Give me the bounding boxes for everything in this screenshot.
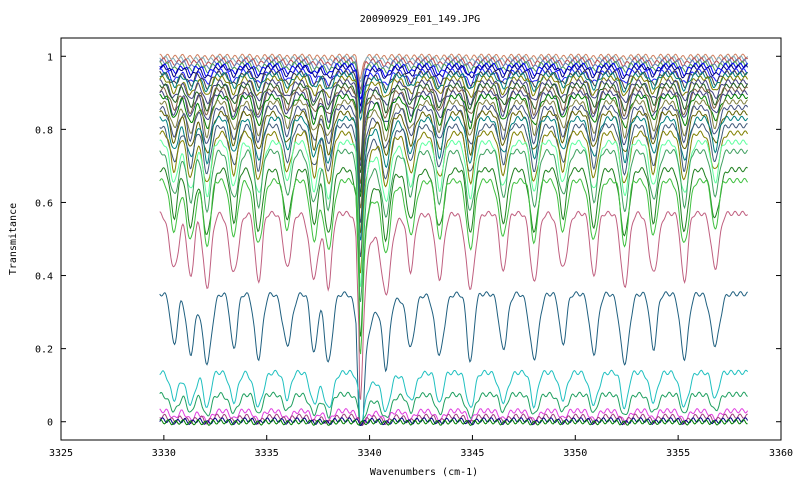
series-line <box>159 104 749 223</box>
x-tick-label: 3325 <box>49 448 73 459</box>
series-line <box>159 115 749 241</box>
x-tick-label: 3345 <box>460 448 484 459</box>
series-line <box>159 86 748 184</box>
series-line <box>159 58 748 94</box>
x-tick-label: 3350 <box>563 448 587 459</box>
series-line <box>159 139 748 287</box>
series-line <box>159 369 748 426</box>
series-line <box>159 71 748 122</box>
series-line <box>159 93 748 198</box>
x-axis-ticks: 3325 3330 3335 3340 3345 3350 3355 3360 <box>49 435 793 459</box>
series-line <box>159 130 749 274</box>
y-tick-label: 0.8 <box>35 125 53 136</box>
chart-title: 20090929_E01_149.JPG <box>360 14 480 25</box>
x-tick-label: 3360 <box>769 448 793 459</box>
x-tick-label: 3330 <box>152 448 176 459</box>
series-line <box>159 210 748 400</box>
y-tick-label: 1 <box>47 52 53 63</box>
series-line <box>159 64 749 108</box>
y-tick-label: 0.2 <box>35 345 53 356</box>
series-line <box>159 418 748 426</box>
y-tick-label: 0.6 <box>35 198 53 209</box>
series-line <box>159 110 748 234</box>
x-tick-label: 3335 <box>255 448 279 459</box>
series-line <box>159 407 749 425</box>
series-line <box>159 148 749 303</box>
plot-frame <box>60 37 782 441</box>
series-line <box>159 75 749 161</box>
y-axis-label: Transmitance <box>8 203 19 275</box>
y-axis-ticks: 0 0.2 0.4 0.6 0.8 1 <box>35 52 781 429</box>
series-line <box>159 291 748 426</box>
series-line <box>159 391 748 426</box>
x-tick-label: 3340 <box>358 448 382 459</box>
series-line <box>159 417 749 427</box>
x-tick-label: 3355 <box>666 448 690 459</box>
y-tick-label: 0 <box>47 418 53 429</box>
y-tick-label: 0.4 <box>35 272 53 283</box>
series-line <box>159 99 748 209</box>
series-line <box>159 177 749 355</box>
series-lines <box>159 53 749 427</box>
x-axis-label: Wavenumbers (cm-1) <box>370 467 478 478</box>
series-line <box>159 166 748 337</box>
